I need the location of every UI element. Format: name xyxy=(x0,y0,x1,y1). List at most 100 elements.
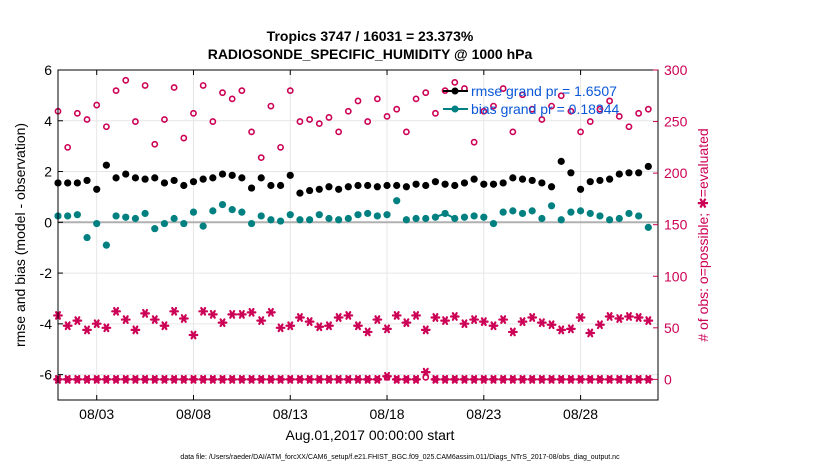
rmse-point xyxy=(606,175,614,183)
rmse-point xyxy=(644,162,652,171)
rmse-point xyxy=(509,174,517,182)
chart-subtitle: RADIOSONDE_SPECIFIC_HUMIDITY @ 1000 hPa xyxy=(208,46,533,62)
obs-possible-point xyxy=(112,87,120,95)
asterisk-stroke xyxy=(64,321,71,331)
obs-possible-point xyxy=(315,120,323,128)
rmse-point xyxy=(625,169,633,177)
bias-point xyxy=(635,212,643,220)
bias-point xyxy=(189,208,198,216)
bias-point xyxy=(325,214,333,223)
asterisk-stroke xyxy=(209,374,216,384)
obs-possible-point xyxy=(122,76,130,84)
asterisk-stroke xyxy=(316,322,323,332)
bias-point xyxy=(373,212,381,220)
asterisk-stroke xyxy=(161,321,168,331)
obs-evaluated-point xyxy=(604,374,615,384)
obs-evaluated-point xyxy=(372,315,383,324)
bias-point xyxy=(199,222,207,230)
asterisk-stroke xyxy=(113,374,120,384)
asterisk-stroke xyxy=(316,374,323,384)
obs-evaluated-point xyxy=(595,320,605,330)
asterisk-stroke xyxy=(229,310,236,319)
bias-point xyxy=(547,202,556,210)
obs-evaluated-point xyxy=(362,374,373,384)
asterisk-stroke xyxy=(625,312,632,321)
rmse-point xyxy=(615,170,623,178)
asterisk-stroke xyxy=(451,374,458,384)
asterisk-stroke xyxy=(384,371,391,381)
obs-evaluated-point xyxy=(507,374,518,384)
asterisk-stroke xyxy=(355,374,361,384)
bias-point xyxy=(257,212,265,220)
asterisk-stroke xyxy=(442,316,449,325)
obs-evaluated-point xyxy=(507,327,518,337)
obs-evaluated-point xyxy=(566,374,576,384)
asterisk-stroke xyxy=(84,374,91,384)
obs-evaluated-point xyxy=(314,374,325,384)
rmse-point xyxy=(596,176,604,185)
asterisk-stroke xyxy=(122,374,129,384)
asterisk-stroke xyxy=(432,374,439,384)
obs-evaluated-point xyxy=(459,374,470,384)
asterisk-stroke xyxy=(625,374,632,384)
obs-evaluated-point xyxy=(449,312,460,321)
chart-title: Tropics 3747 / 16031 = 23.373% xyxy=(267,28,474,44)
right-axis-ticks: 0 50 100 150 200 250 300 xyxy=(653,62,688,387)
asterisk-stroke xyxy=(500,315,507,324)
asterisk-stroke xyxy=(480,317,487,327)
left-tick-label: 4 xyxy=(44,113,52,129)
asterisk-stroke xyxy=(219,374,226,384)
asterisk-stroke xyxy=(142,308,149,318)
asterisk-stroke xyxy=(422,367,429,377)
obs-evaluated-point xyxy=(236,374,247,384)
asterisk-stroke xyxy=(267,307,274,317)
asterisk-stroke xyxy=(64,374,71,384)
rmse-point xyxy=(383,181,391,190)
obs-evaluated-point xyxy=(285,374,296,384)
obs-evaluated-point xyxy=(198,374,209,384)
obs-evaluated-point xyxy=(430,374,441,384)
obs-possible-point xyxy=(412,95,420,103)
obs-evaluated-point xyxy=(391,374,402,384)
obs-evaluated-point xyxy=(101,374,112,384)
bias-point xyxy=(393,197,401,205)
obs-evaluated-point xyxy=(488,321,499,331)
obs-possible-point xyxy=(228,95,236,103)
obs-possible-point xyxy=(296,118,304,125)
obs-evaluated-point xyxy=(62,374,73,384)
rmse-point xyxy=(131,174,140,182)
obs-evaluated-point xyxy=(130,374,141,384)
obs-evaluated-point xyxy=(556,374,567,384)
asterisk-stroke xyxy=(538,374,545,384)
asterisk-stroke xyxy=(596,320,603,330)
obs-possible-point xyxy=(83,116,91,123)
bias-point xyxy=(93,219,101,228)
rmse-point xyxy=(199,175,207,183)
x-axis-label: Aug.01,2017 00:00:00 start xyxy=(286,427,455,443)
bias-point xyxy=(218,200,227,209)
asterisk-stroke xyxy=(296,313,303,322)
obs-possible-point xyxy=(567,107,575,115)
asterisk-stroke xyxy=(180,314,187,323)
obs-evaluated-point xyxy=(324,321,334,331)
obs-evaluated-point xyxy=(207,374,218,384)
obs-evaluated-point xyxy=(585,374,596,384)
bias-point xyxy=(499,208,507,216)
obs-evaluated-point xyxy=(614,374,625,384)
asterisk-stroke xyxy=(480,374,487,384)
bias-point xyxy=(644,223,652,231)
obs-evaluated-point xyxy=(430,313,441,322)
bias-point xyxy=(64,212,72,220)
obs-evaluated-point xyxy=(401,318,412,328)
asterisk-stroke xyxy=(606,374,613,384)
bias-point xyxy=(509,207,517,215)
right-axis-label: # of obs: o=possible; ✱=evaluated xyxy=(695,128,711,341)
obs-evaluated-point xyxy=(62,321,73,331)
asterisk-stroke xyxy=(132,374,139,384)
right-tick-label: 150 xyxy=(664,217,688,233)
bias-point xyxy=(296,216,304,224)
asterisk-stroke xyxy=(151,374,158,384)
obs-possible-point xyxy=(132,118,139,125)
obs-evaluated-point xyxy=(488,374,499,384)
